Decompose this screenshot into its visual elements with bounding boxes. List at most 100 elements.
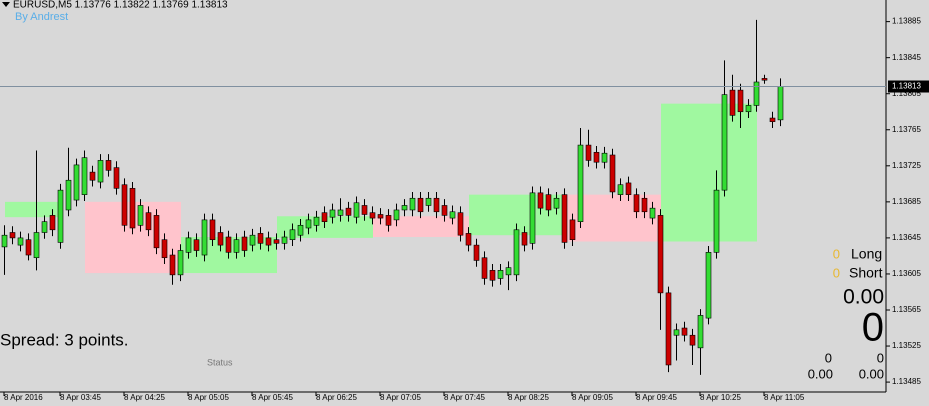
candle-body [257, 233, 264, 244]
candle-body [641, 197, 648, 213]
candle-body [1, 234, 8, 248]
candle-body [49, 215, 56, 231]
candle-body [73, 164, 80, 201]
candle-body [489, 270, 496, 281]
candle-body [657, 215, 664, 294]
current-price-box [888, 80, 929, 93]
candle-body [305, 219, 312, 229]
candle-body [313, 216, 320, 226]
candle-body [329, 209, 336, 218]
candle-body [81, 157, 88, 195]
x-tick-label: 8 Apr 2016 [4, 393, 43, 402]
short-count: 0 [833, 265, 840, 280]
candle-body [321, 212, 328, 222]
long-label: Long [851, 246, 882, 262]
candle-body [289, 229, 296, 241]
candle-body [409, 197, 416, 211]
subtitle: By Andrest [15, 11, 68, 23]
candle-body [105, 160, 112, 171]
candle-body [729, 89, 736, 116]
candle-body [281, 236, 288, 244]
y-tick-label: 1.13565 [892, 305, 921, 314]
candle-body [609, 154, 616, 193]
candle-body [497, 270, 504, 279]
candle-body [673, 329, 680, 336]
candle-body [705, 252, 712, 319]
x-tick-label: 8 Apr 10:25 [700, 393, 741, 402]
candle-body [769, 117, 776, 122]
candle-body [449, 211, 456, 219]
session-box [661, 103, 757, 242]
candle-body [361, 205, 368, 215]
candle-body [753, 81, 760, 106]
candle-body [625, 182, 632, 195]
candle-body [129, 188, 136, 229]
left-value: 0.00 [808, 366, 833, 381]
x-tick-label: 8 Apr 07:05 [380, 393, 421, 402]
y-tick-label: 1.13725 [892, 161, 921, 170]
candle-body [745, 105, 752, 113]
candle-body [177, 250, 184, 276]
candle-body [353, 202, 360, 218]
y-tick-label: 1.13845 [892, 53, 921, 62]
status: Status [207, 357, 233, 367]
candle-body [537, 192, 544, 209]
candle-body [273, 239, 280, 244]
candle-body [337, 209, 344, 216]
y-tick-label: 1.13885 [892, 17, 921, 26]
menu-triangle[interactable] [2, 2, 10, 7]
candle-body [41, 221, 48, 233]
candle-body [777, 86, 784, 121]
candle-body [121, 184, 128, 226]
plot-area [1, 19, 784, 375]
x-tick-label: 8 Apr 06:25 [316, 393, 357, 402]
y-tick-label: 1.13765 [892, 125, 921, 134]
candle-body [385, 215, 392, 226]
candle-body [369, 212, 376, 219]
candle-body [169, 254, 176, 276]
current-price-label: 1.13813 [892, 82, 921, 91]
chart-title: EURUSD,M5 1.13776 1.13822 1.13769 1.1381… [13, 0, 228, 11]
y-tick-label: 1.13485 [892, 377, 921, 386]
candle-body [617, 184, 624, 195]
candle-body [241, 236, 248, 251]
candle-body [593, 151, 600, 163]
candle-body [345, 207, 352, 216]
candle-body [393, 209, 400, 221]
x-tick-label: 8 Apr 05:05 [188, 393, 229, 402]
candle-body [721, 94, 728, 191]
candle-body [193, 239, 200, 251]
y-tick-label: 1.13605 [892, 269, 921, 278]
candle-body [225, 236, 232, 253]
x-tick-label: 8 Apr 09:45 [636, 393, 677, 402]
candle-body [441, 205, 448, 216]
candle-body [57, 189, 64, 243]
candle-body [569, 219, 576, 241]
candle-body [209, 219, 216, 241]
candle-body [17, 237, 24, 246]
y-tick-label: 1.13525 [892, 341, 921, 350]
right-value: 0.00 [859, 366, 884, 381]
short-label: Short [849, 265, 883, 281]
candle-body [529, 192, 536, 244]
long-count: 0 [833, 246, 840, 261]
candle-body [561, 194, 568, 243]
candle-body [153, 215, 160, 249]
x-tick-label: 8 Apr 07:45 [444, 393, 485, 402]
candle-body [465, 233, 472, 246]
candle-body [521, 232, 528, 246]
candle-body [425, 197, 432, 206]
candle-body [505, 267, 512, 276]
candle-body [25, 239, 32, 256]
candle-body [553, 197, 560, 209]
x-tick-label: 8 Apr 08:25 [508, 393, 549, 402]
y-tick-label: 1.13645 [892, 233, 921, 242]
candle-body [601, 152, 608, 163]
candle-body [185, 237, 192, 253]
candle-body [145, 212, 152, 231]
candle-body [737, 89, 744, 113]
candle-body [689, 334, 696, 346]
candle-body [681, 327, 688, 336]
y-tick-label: 1.13805 [892, 89, 921, 98]
